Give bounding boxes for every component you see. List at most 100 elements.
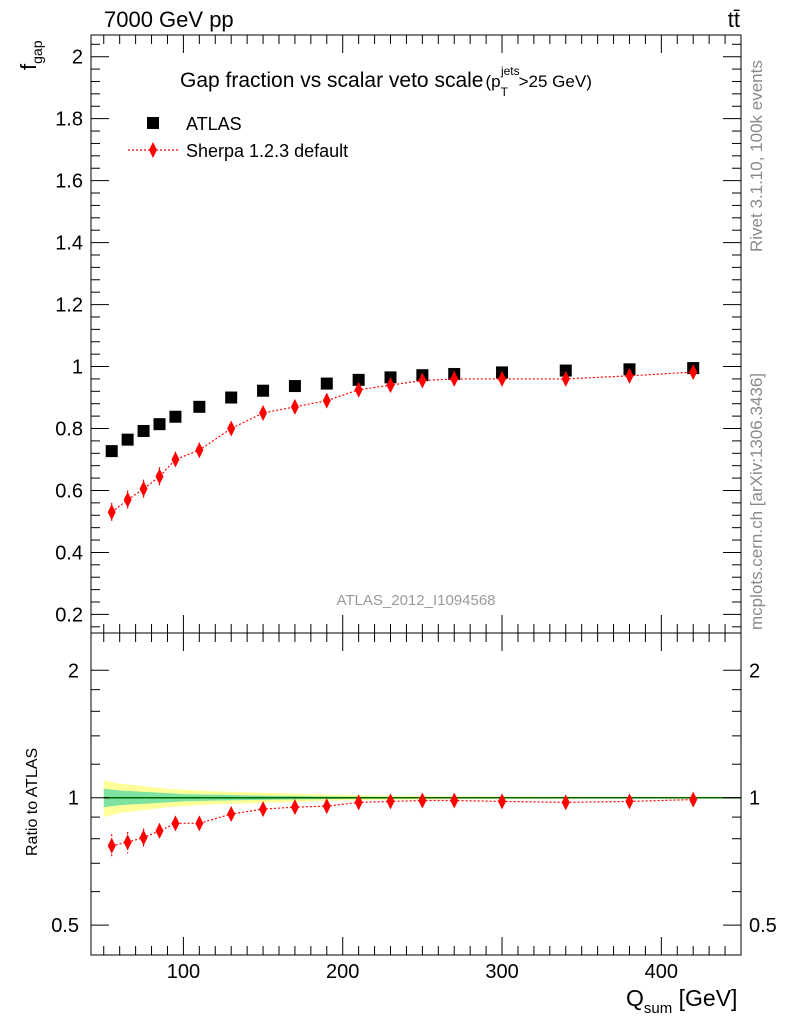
ratio-band-outer bbox=[103, 780, 726, 818]
x-axis-label: Qsum [GeV] bbox=[626, 985, 737, 1017]
y-tick-label: 2 bbox=[72, 47, 83, 69]
atlas-point bbox=[559, 364, 572, 377]
source-note: mcplots.cern.ch [arXiv:1306.3436] bbox=[747, 373, 766, 630]
ratio-sherpa-point bbox=[354, 794, 363, 811]
sherpa-point bbox=[227, 420, 236, 437]
atlas-point bbox=[320, 377, 333, 390]
x-axis-label-main: Q bbox=[626, 985, 644, 1011]
sherpa-point bbox=[322, 392, 331, 409]
sherpa-point bbox=[561, 370, 570, 387]
ratio-sherpa-point bbox=[171, 815, 180, 832]
plot-title-tail: >25 GeV) bbox=[519, 72, 592, 91]
main-y-axis-label-sub: gap bbox=[29, 40, 45, 64]
y-tick-label: 0.4 bbox=[55, 542, 83, 564]
ratio-sherpa-point bbox=[386, 793, 395, 810]
ratio-sherpa-point bbox=[107, 837, 116, 854]
y-tick-label: 1.4 bbox=[55, 233, 83, 255]
main-y-tick-labels: 0.2 0.4 0.6 0.8 1 1.2 1.4 1.6 1.8 2 bbox=[55, 47, 83, 627]
ratio-sherpa-point bbox=[418, 792, 427, 809]
ratio-sherpa-point bbox=[123, 834, 132, 851]
analysis-watermark: ATLAS_2012_I1094568 bbox=[336, 592, 495, 609]
ratio-sherpa-point bbox=[561, 794, 570, 811]
ratio-sherpa-point bbox=[155, 822, 164, 839]
x-axis-label-sub: sum bbox=[644, 1000, 672, 1017]
atlas-point bbox=[169, 410, 182, 423]
sherpa-point bbox=[354, 381, 363, 398]
x-tick-label: 400 bbox=[645, 961, 678, 983]
legend-marker-sherpa bbox=[149, 142, 157, 158]
ratio-y-tick-label: 0.5 bbox=[51, 915, 79, 937]
main-plot-series bbox=[105, 362, 700, 522]
sherpa-point bbox=[107, 504, 116, 521]
atlas-point bbox=[105, 445, 118, 458]
y-tick-label: 0.6 bbox=[55, 480, 83, 502]
sherpa-point bbox=[418, 372, 427, 389]
ratio-y-tick-label-right: 0.5 bbox=[749, 915, 777, 937]
sherpa-point bbox=[123, 491, 132, 508]
ratio-sherpa-point bbox=[259, 801, 268, 818]
atlas-point bbox=[153, 418, 166, 431]
sherpa-point bbox=[386, 377, 395, 394]
y-tick-label: 0.2 bbox=[55, 604, 83, 626]
sherpa-point bbox=[290, 398, 299, 415]
ratio-y-axis-label: Ratio to ATLAS bbox=[24, 748, 41, 856]
ratio-plot-ticks bbox=[91, 633, 742, 955]
y-tick-label: 0.8 bbox=[55, 419, 83, 441]
ratio-plot-panel: 0.5 0.5 1 1 2 2 100 200 300 400 Ratio to ATLAS Q… bbox=[24, 632, 777, 1017]
atlas-point bbox=[193, 400, 206, 413]
sherpa-line bbox=[111, 371, 694, 513]
ratio-plot-frame bbox=[90, 632, 742, 956]
atlas-point bbox=[352, 373, 365, 386]
sherpa-point bbox=[171, 451, 180, 468]
y-tick-label: 1.6 bbox=[55, 171, 83, 193]
ratio-y-tick-label: 1 bbox=[68, 788, 79, 810]
ratio-y-tick-labels: 0.5 0.5 1 1 2 2 bbox=[51, 660, 777, 937]
ratio-sherpa-point bbox=[322, 798, 331, 815]
sherpa-point bbox=[195, 442, 204, 459]
main-y-axis-label: fgap bbox=[16, 40, 45, 70]
atlas-point bbox=[137, 424, 150, 437]
x-tick-label: 300 bbox=[485, 961, 518, 983]
x-tick-label: 200 bbox=[326, 961, 359, 983]
sherpa-point bbox=[689, 364, 698, 381]
atlas-point bbox=[121, 433, 134, 446]
ratio-sherpa-point bbox=[689, 791, 698, 808]
main-plot-ticks bbox=[91, 35, 742, 633]
plot-title-sup: jets bbox=[500, 64, 520, 78]
y-tick-label: 1 bbox=[72, 357, 83, 379]
atlas-point bbox=[225, 391, 238, 404]
ratio-sherpa-point bbox=[227, 806, 236, 823]
legend-marker-atlas bbox=[147, 117, 159, 129]
atlas-point bbox=[288, 380, 301, 393]
x-tick-labels: 100 200 300 400 bbox=[167, 961, 678, 983]
y-tick-label: 1.8 bbox=[55, 109, 83, 131]
main-plot-panel: 0.2 0.4 0.6 0.8 1 1.2 1.4 1.6 1.8 2 fgap Gap frac… bbox=[16, 34, 742, 634]
main-y-axis-label-main: f bbox=[16, 63, 41, 70]
sherpa-point bbox=[625, 367, 634, 384]
ratio-y-tick-label: 2 bbox=[68, 660, 79, 682]
plot-title-sub: T bbox=[501, 85, 509, 99]
plot-title: Gap fraction vs scalar veto scale (pTjets… bbox=[180, 64, 592, 99]
sherpa-point bbox=[155, 468, 164, 485]
ratio-sherpa-point bbox=[139, 829, 148, 846]
atlas-point bbox=[257, 384, 270, 397]
plot-title-main: Gap fraction vs scalar veto scale bbox=[180, 69, 483, 92]
sherpa-point bbox=[259, 405, 268, 422]
ratio-sherpa-point bbox=[290, 799, 299, 816]
ratio-sherpa-point bbox=[625, 793, 634, 810]
ratio-sherpa-point bbox=[450, 792, 459, 809]
x-tick-label: 100 bbox=[167, 961, 200, 983]
sherpa-point bbox=[139, 480, 148, 497]
legend: ATLAS Sherpa 1.2.3 default bbox=[128, 114, 348, 161]
process-label: tt̄ bbox=[728, 7, 740, 32]
ratio-sherpa-point bbox=[195, 815, 204, 832]
rivet-note: Rivet 3.1.10, 100k events bbox=[747, 60, 766, 252]
legend-label-sherpa: Sherpa 1.2.3 default bbox=[186, 141, 348, 161]
beam-label: 7000 GeV pp bbox=[104, 7, 234, 32]
y-tick-label: 1.2 bbox=[55, 295, 83, 317]
sherpa-point bbox=[450, 370, 459, 387]
plot-title-open: (p bbox=[485, 72, 500, 91]
ratio-sherpa-line bbox=[111, 798, 694, 847]
ratio-y-tick-label-right: 2 bbox=[749, 660, 760, 682]
